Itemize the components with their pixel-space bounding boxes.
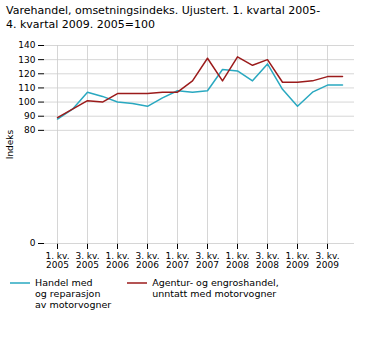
svg-text:1. kv.2007: 1. kv.2007: [165, 250, 189, 269]
svg-text:3. kv.2009: 3. kv.2009: [315, 250, 339, 269]
svg-text:3. kv.2005: 3. kv.2005: [75, 250, 99, 269]
svg-text:3. kv.2006: 3. kv.2006: [135, 250, 159, 269]
svg-text:100: 100: [18, 97, 35, 107]
svg-text:1. kv.2005: 1. kv.2005: [45, 250, 69, 269]
svg-text:140: 140: [18, 40, 35, 50]
svg-text:0: 0: [30, 238, 36, 248]
svg-text:120: 120: [18, 68, 35, 78]
html-text:Handel med og reparasjon av mo: Handel med og reparasjon av motorvogner: [35, 276, 112, 311]
svg-text:3. kv.2007: 3. kv.2007: [195, 250, 219, 269]
svg-text:80: 80: [24, 125, 36, 135]
svg-text:130: 130: [18, 54, 35, 64]
svg-text:1. kv.2008: 1. kv.2008: [225, 250, 249, 269]
svg-text:1. kv.2006: 1. kv.2006: [105, 250, 129, 269]
svg-text:1. kv.2009: 1. kv.2009: [285, 250, 309, 269]
html-text:Agentur- og engroshandel, unnt: Agentur- og engroshandel, unntatt med mo…: [152, 276, 279, 299]
svg-text:110: 110: [18, 82, 35, 92]
html-text:Varehandel, omsetningsindeks.: Varehandel, omsetningsindeks. Ujustert. …: [6, 4, 321, 32]
svg-text:90: 90: [24, 111, 36, 121]
svg-text:3. kv.2008: 3. kv.2008: [255, 250, 279, 269]
svg-text:Indeks: Indeks: [5, 129, 15, 159]
